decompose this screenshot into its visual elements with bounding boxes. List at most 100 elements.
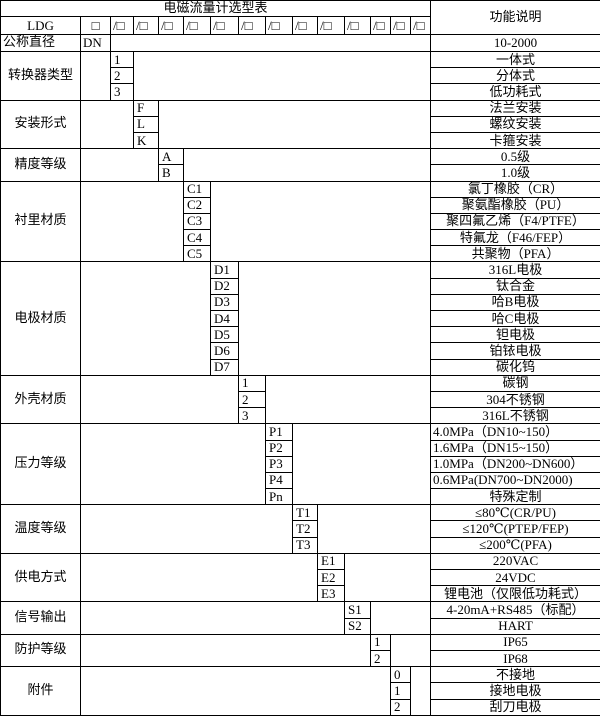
group-label: 精度等级 [0, 148, 81, 182]
option-code: E2 [317, 568, 345, 587]
option-description: 氯丁橡胶（CR） [430, 180, 600, 198]
model-slot: /□ [317, 16, 345, 35]
group-label: 衬里材质 [0, 180, 81, 263]
option-code: E3 [317, 585, 345, 603]
blank-cell [264, 374, 432, 425]
model-slot: /□ [370, 16, 391, 35]
option-code: F [133, 99, 159, 117]
blank-cell [409, 666, 432, 716]
option-code: D1 [210, 261, 239, 279]
option-description: 1.0MPa（DN200~DN600） [430, 455, 600, 473]
option-row: 安装形式 F 法兰安装 [0, 99, 600, 150]
option-description: 共聚物（PFA） [430, 245, 600, 263]
option-row: C3 聚四氟乙烯（F4/PTFE） [1, 212, 600, 231]
option-description: 0.5级 [430, 148, 600, 166]
model-slot: □ [80, 16, 111, 35]
option-description: 特氟龙（F46/FEP） [430, 229, 600, 247]
option-code: S2 [344, 617, 371, 635]
blank-cell [80, 261, 211, 376]
option-code: T2 [292, 520, 318, 538]
model-slot: /□ [238, 16, 266, 35]
option-description: 4-20mA+RS485（标配） [430, 601, 600, 619]
option-row: 转换器类型 1 一体式 [0, 50, 600, 101]
option-description: 316L不锈钢 [430, 407, 600, 425]
option-description: 螺纹安装 [430, 115, 600, 133]
blank-cell [80, 633, 371, 668]
option-code: 2 [110, 67, 134, 85]
group-label: 供电方式 [0, 552, 81, 603]
blank-cell [209, 180, 432, 263]
option-code: T3 [292, 536, 318, 554]
option-code: D3 [210, 293, 239, 312]
blank-cell [80, 99, 134, 150]
option-description: ≤80℃(CR/PU) [430, 504, 600, 522]
model-slot: /□ [292, 16, 318, 35]
model-slot: /□ [265, 16, 293, 35]
option-code: DN [80, 34, 111, 52]
blank-cell [109, 34, 432, 52]
option-description: 220VAC [430, 552, 600, 571]
group-label: 电极材质 [0, 261, 81, 376]
option-description: 1.6MPa（DN15~150） [430, 439, 600, 457]
option-row: 附件 0 不接地 [0, 666, 600, 716]
option-description: 钛合金 [430, 277, 600, 295]
group-label: 外壳材质 [0, 374, 81, 425]
blank-cell [132, 51, 432, 101]
option-description: 锂电池（仅限低功耗式） [430, 585, 600, 603]
title-row: 电磁流量计选型表 功能说明 [0, 0, 600, 35]
blank-cell [80, 148, 159, 182]
option-code: D2 [210, 277, 239, 295]
option-code: D6 [210, 342, 239, 360]
model-slot: /□ [133, 16, 159, 35]
option-description: 特殊定制 [430, 488, 600, 506]
option-code: 0 [390, 666, 411, 684]
group-label: 防护等级 [0, 633, 81, 668]
option-row: 温度等级 T1 ≤80℃(CR/PU) [0, 504, 600, 554]
option-code: 1 [370, 633, 391, 651]
option-code: 1 [390, 682, 411, 700]
option-description: 哈C电极 [430, 309, 600, 328]
blank-cell [237, 261, 432, 376]
model-slot: /□ [390, 16, 411, 35]
option-row: C5 共聚物（PFA） [1, 245, 600, 263]
group-label: 温度等级 [0, 504, 81, 554]
option-description: 钽电极 [430, 326, 600, 344]
option-description: 10-2000 [430, 34, 600, 52]
group-label: 压力等级 [0, 423, 81, 506]
blank-cell [80, 423, 266, 506]
option-row: 3 低功耗式 [1, 83, 600, 101]
option-description: IP65 [430, 633, 600, 651]
option-code: S1 [344, 601, 371, 619]
blank-cell [389, 633, 432, 668]
option-code: C3 [183, 212, 211, 231]
option-code: L [133, 115, 159, 133]
option-row: 2 刮刀电极 [1, 698, 600, 716]
model-slot: /□ [110, 16, 134, 35]
model-slot: /□ [183, 16, 211, 35]
option-description: 聚氨酯橡胶（PU） [430, 196, 600, 214]
option-description: 刮刀电极 [430, 698, 600, 716]
option-description: 24VDC [430, 568, 600, 587]
option-description: 哈B电极 [430, 293, 600, 312]
option-code: D5 [210, 326, 239, 344]
option-code: A [158, 148, 184, 166]
option-row: 外壳材质 1 碳钢 [0, 374, 600, 425]
blank-cell [80, 666, 391, 716]
option-code: T1 [292, 504, 318, 522]
option-row: 衬里材质 C1 氯丁橡胶（CR） [0, 180, 600, 263]
blank-cell [80, 374, 239, 425]
option-row: 防护等级 1 IP65 [0, 633, 600, 668]
model-slot: /□ [344, 16, 371, 35]
option-row: T3 ≤200℃(PFA) [1, 536, 600, 554]
group-label: 公称直径 [0, 34, 81, 52]
option-description: ≤120℃(PTEP/FEP) [430, 520, 600, 538]
model-slot: /□ [158, 16, 184, 35]
option-code: D4 [210, 309, 239, 328]
option-description: IP68 [430, 649, 600, 668]
group-label: 安装形式 [0, 99, 81, 150]
option-code: P3 [265, 455, 293, 473]
blank-cell [80, 180, 184, 263]
option-code: 2 [370, 649, 391, 668]
option-code: P4 [265, 471, 293, 490]
